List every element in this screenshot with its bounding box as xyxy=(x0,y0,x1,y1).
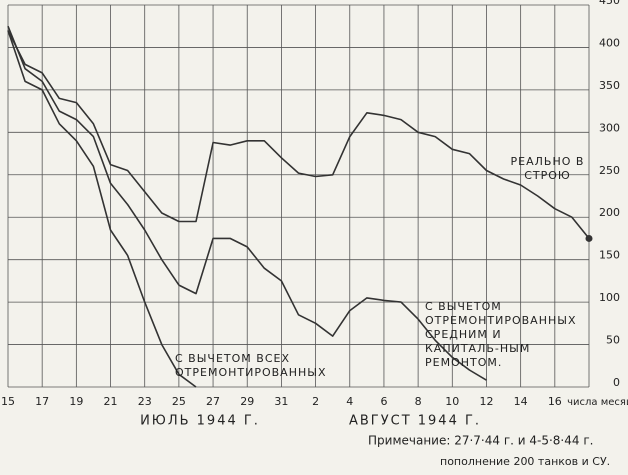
x-tick-label: 6 xyxy=(380,395,387,408)
y-tick-label: 250 xyxy=(599,164,620,177)
series-line xyxy=(7,30,590,239)
x-tick-label: 15 xyxy=(1,395,15,408)
y-tick-label: 300 xyxy=(599,121,620,134)
series-label: с вычетом всех отремонтированных xyxy=(175,352,327,379)
x-tick-label: 25 xyxy=(172,395,186,408)
x-tick-label: 31 xyxy=(274,395,288,408)
note: пополнение 200 танков и СУ. xyxy=(440,455,610,468)
end-point xyxy=(585,234,593,242)
x-axis-label: числа месяца xyxy=(567,397,628,408)
y-tick-label: 0 xyxy=(613,376,620,389)
series-line xyxy=(7,30,197,388)
x-tick-label: 2 xyxy=(312,395,319,408)
y-tick-label: 350 xyxy=(599,79,620,92)
series-label: реально в строю xyxy=(510,155,585,182)
x-tick-label: 14 xyxy=(514,395,528,408)
x-tick-label: 8 xyxy=(415,395,422,408)
x-tick-label: 16 xyxy=(548,395,562,408)
y-tick-label: 400 xyxy=(599,36,620,49)
y-tick-label: 150 xyxy=(599,249,620,262)
x-tick-label: 19 xyxy=(69,395,83,408)
y-tick-label: 200 xyxy=(599,206,620,219)
x-tick-label: 10 xyxy=(445,395,459,408)
month-label: Август 1944 г. xyxy=(349,414,481,429)
x-tick-label: 4 xyxy=(346,395,353,408)
series-label: с вычетом отремонтированных средним и ка… xyxy=(425,300,577,369)
y-tick-label: 50 xyxy=(606,334,620,347)
x-tick-label: 21 xyxy=(104,395,118,408)
x-tick-label: 27 xyxy=(206,395,220,408)
x-tick-label: 12 xyxy=(479,395,493,408)
month-label: Июль 1944 г. xyxy=(140,414,260,429)
x-tick-label: 17 xyxy=(35,395,49,408)
y-tick-label: 100 xyxy=(599,291,620,304)
x-tick-label: 29 xyxy=(240,395,254,408)
series-line xyxy=(7,25,487,381)
note: Примечание: 27·7·44 г. и 4-5·8·44 г. xyxy=(368,434,593,448)
x-tick-label: 23 xyxy=(138,395,152,408)
y-tick-label: 450 xyxy=(599,0,620,7)
